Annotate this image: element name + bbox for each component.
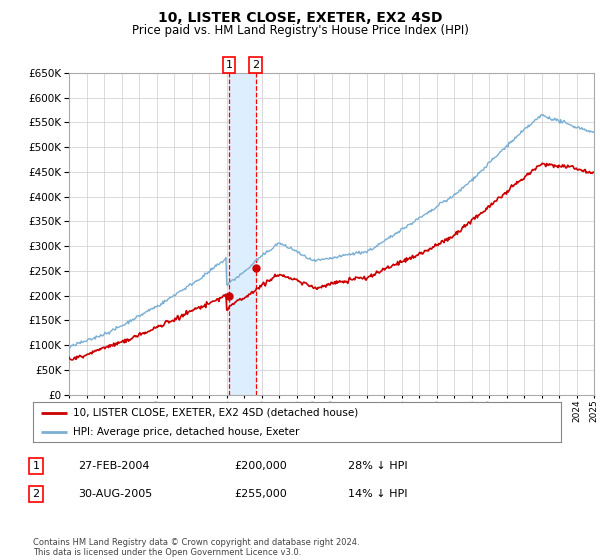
Text: 10, LISTER CLOSE, EXETER, EX2 4SD: 10, LISTER CLOSE, EXETER, EX2 4SD	[158, 11, 442, 25]
Text: 2: 2	[32, 489, 40, 499]
Text: 2: 2	[252, 60, 259, 70]
Text: £255,000: £255,000	[234, 489, 287, 499]
Text: 14% ↓ HPI: 14% ↓ HPI	[348, 489, 407, 499]
Text: 10, LISTER CLOSE, EXETER, EX2 4SD (detached house): 10, LISTER CLOSE, EXETER, EX2 4SD (detac…	[73, 408, 358, 418]
Text: Contains HM Land Registry data © Crown copyright and database right 2024.
This d: Contains HM Land Registry data © Crown c…	[33, 538, 359, 557]
Text: 1: 1	[226, 60, 233, 70]
Text: 27-FEB-2004: 27-FEB-2004	[78, 461, 149, 471]
Text: 1: 1	[32, 461, 40, 471]
Text: 30-AUG-2005: 30-AUG-2005	[78, 489, 152, 499]
Bar	[229, 73, 256, 395]
Text: Price paid vs. HM Land Registry's House Price Index (HPI): Price paid vs. HM Land Registry's House …	[131, 24, 469, 36]
Text: 28% ↓ HPI: 28% ↓ HPI	[348, 461, 407, 471]
Text: £200,000: £200,000	[234, 461, 287, 471]
Text: HPI: Average price, detached house, Exeter: HPI: Average price, detached house, Exet…	[73, 427, 299, 436]
